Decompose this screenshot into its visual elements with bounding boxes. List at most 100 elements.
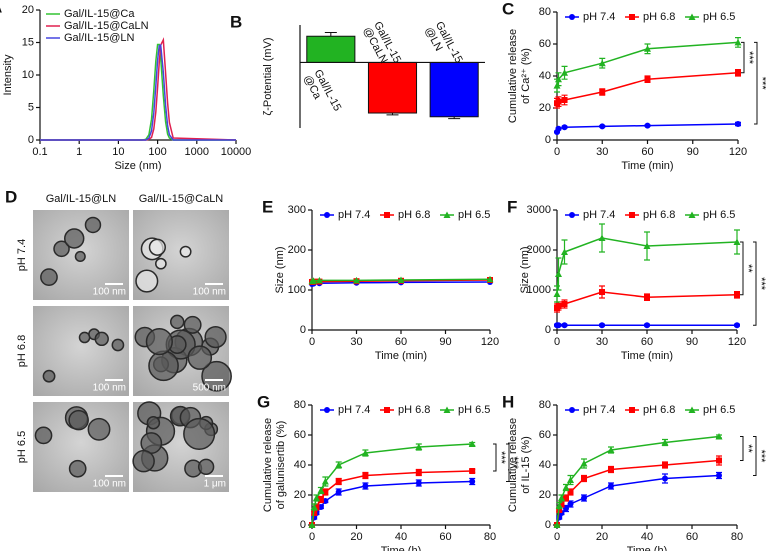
y-tick-label: 0 [545, 519, 551, 531]
tem-particle [148, 350, 179, 382]
scale-bar-label: 100 nm [93, 383, 126, 394]
x-tick-label: 30 [596, 336, 608, 348]
data-point [608, 483, 614, 489]
error-bar [448, 116, 461, 120]
tem-particle [201, 360, 232, 392]
legend-label: pH 6.8 [398, 209, 430, 221]
data-point [322, 489, 329, 495]
data-point [308, 521, 316, 528]
y-tick-label: 200 [288, 244, 306, 256]
data-point [555, 502, 563, 509]
data-point [661, 439, 669, 446]
significance-label: *** [743, 51, 755, 65]
legend-label: pH 7.4 [583, 404, 615, 416]
y-tick-label: 0 [545, 324, 551, 336]
legend-label: Gal/IL-15@LN [64, 32, 135, 44]
data-point [599, 123, 606, 130]
significance-label: *** [755, 450, 766, 464]
x-tick-label: 60 [641, 146, 653, 158]
tem-particle [42, 369, 56, 383]
x-tick-label: 40 [395, 531, 407, 543]
tem-particle [68, 409, 89, 431]
x-tick-label: 90 [687, 146, 699, 158]
tem-particle [145, 327, 173, 356]
data-point [580, 460, 588, 467]
significance-bracket [754, 41, 758, 125]
data-point [362, 483, 369, 489]
x-tick-label: 120 [728, 336, 746, 348]
x-axis-label: Size (nm) [114, 160, 161, 172]
tem-particle [146, 415, 161, 430]
significance-bracket [753, 436, 757, 476]
data-point [469, 468, 476, 474]
data-point [397, 276, 405, 283]
data-point [415, 469, 422, 476]
data-point [555, 322, 562, 329]
tem-particle [34, 426, 53, 445]
y-tick-label: 40 [539, 459, 551, 471]
x-tick-label: 80 [484, 531, 496, 543]
significance-bracket [741, 41, 745, 74]
data-point [555, 98, 562, 105]
tem-particle [197, 458, 215, 476]
y-tick-label: 5 [28, 101, 34, 113]
tem-particle [78, 331, 91, 344]
tem-particle [132, 449, 155, 473]
data-point [362, 472, 369, 479]
significance-label: *** [755, 277, 766, 291]
significance-bracket [506, 443, 510, 482]
row-label: pH 6.5 [16, 431, 28, 463]
data-point [415, 480, 422, 486]
data-point [555, 270, 562, 277]
legend-label: pH 6.8 [398, 404, 430, 416]
series-line [311, 480, 473, 526]
y-axis-label: Size (nm) [274, 246, 286, 293]
data-point [469, 478, 476, 485]
data-point [581, 495, 587, 501]
data-point [317, 496, 324, 503]
y-tick-label: 80 [539, 6, 551, 18]
legend-label: pH 6.5 [458, 209, 490, 221]
x-tick-label: 120 [729, 146, 747, 158]
tem-particle [183, 315, 202, 334]
panel-letter: B [230, 12, 242, 31]
data-point [598, 234, 606, 241]
data-point [415, 443, 423, 450]
legend-marker [384, 407, 390, 413]
x-tick-label: 120 [481, 336, 499, 348]
data-point [643, 242, 651, 249]
column-header: Gal/IL-15@LN [46, 193, 117, 205]
category-label: Gal/IL-15@Ca [301, 68, 343, 119]
tem-particle [170, 314, 185, 330]
y-tick-label: 300 [288, 204, 306, 216]
legend-label: pH 6.8 [643, 11, 675, 23]
data-point [567, 501, 574, 507]
x-tick-label: 0 [554, 531, 560, 543]
legend-label: pH 6.8 [643, 209, 675, 221]
series-line [40, 43, 236, 141]
x-tick-label: 0.1 [32, 146, 47, 158]
data-point [558, 501, 565, 507]
x-tick-label: 0 [309, 531, 315, 543]
tem-particle [148, 238, 166, 256]
tem-particle [155, 257, 167, 270]
y-tick-label: 80 [539, 399, 551, 411]
series-line [556, 474, 720, 526]
legend-marker [688, 13, 696, 20]
y-tick-label: 60 [539, 429, 551, 441]
legend-marker [384, 212, 390, 218]
x-tick-label: 10000 [221, 146, 252, 158]
series-line [556, 237, 738, 295]
scale-bar-label: 1 μm [204, 479, 226, 490]
bar [306, 35, 356, 63]
data-point [599, 289, 605, 295]
significance-label: *** [756, 77, 766, 91]
x-tick-label: 30 [596, 146, 608, 158]
error-bar [324, 31, 337, 37]
x-tick-label: 20 [596, 531, 608, 543]
data-point [555, 75, 563, 83]
x-tick-label: 90 [439, 336, 451, 348]
data-point [361, 449, 369, 456]
y-axis-label: ζ-Potential (mV) [262, 37, 274, 115]
tem-particle [74, 250, 86, 263]
